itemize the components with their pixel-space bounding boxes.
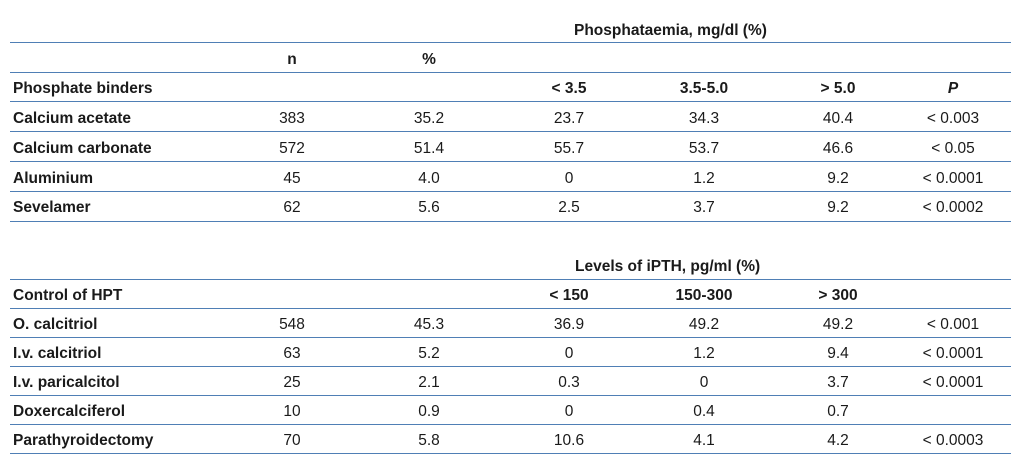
col-header-range-3: > 300 [818,287,858,304]
row-header-phosphate-binders: Phosphate binders [13,80,153,97]
divider [10,337,1011,338]
cell-n: 10 [283,403,301,420]
row-label: Parathyroidectomy [13,432,154,449]
divider [10,191,1011,192]
cell-p: < 0.05 [931,140,975,157]
cell-range-3: 9.2 [827,199,849,216]
cell-range-3: 0.7 [827,403,849,420]
row-label: Calcium acetate [13,110,132,127]
col-header-p: P [947,80,959,97]
row-label: O. calcitriol [13,316,98,333]
divider [10,366,1011,367]
divider [10,161,1011,162]
divider [10,72,1011,73]
cell-percent: 0.9 [418,403,440,420]
cell-percent: 35.2 [413,110,445,127]
cell-percent: 2.1 [418,374,440,391]
cell-p: < 0.0002 [922,199,984,216]
row-header-control-of-hpt: Control of HPT [13,287,123,304]
cell-range-2: 0 [699,374,709,391]
cell-n: 548 [279,316,305,333]
cell-percent: 5.6 [418,199,440,216]
cell-range-1: 36.9 [553,316,585,333]
cell-range-3: 40.4 [822,110,854,127]
cell-range-3: 3.7 [827,374,849,391]
cell-range-2: 0.4 [693,403,715,420]
group-header-phosphataemia: Phosphataemia, mg/dl (%) [574,22,767,39]
cell-range-3: 49.2 [822,316,854,333]
cell-n: 383 [279,110,305,127]
cell-range-1: 2.5 [558,199,580,216]
col-header-range-2: 3.5-5.0 [679,80,729,97]
divider [10,424,1011,425]
cell-range-3: 9.2 [827,170,849,187]
cell-n: 572 [279,140,305,157]
cell-p: < 0.0001 [922,170,984,187]
cell-p: < 0.003 [926,110,980,127]
cell-p: < 0.0001 [922,345,984,362]
divider [10,453,1011,454]
cell-n: 70 [283,432,301,449]
divider [10,101,1011,102]
row-label: I.v. calcitriol [13,345,102,362]
col-header-percent: % [422,51,436,68]
cell-range-1: 0.3 [558,374,580,391]
cell-percent: 5.8 [418,432,440,449]
cell-range-1: 0 [564,345,574,362]
cell-n: 45 [283,170,301,187]
cell-percent: 4.0 [418,170,440,187]
cell-n: 62 [283,199,301,216]
row-label: I.v. paricalcitol [13,374,120,391]
cell-range-2: 4.1 [693,432,715,449]
row-label: Aluminium [13,170,94,187]
col-header-range-2: 150-300 [675,287,733,304]
cell-range-2: 49.2 [688,316,720,333]
row-label: Doxercalciferol [13,403,125,420]
cell-range-3: 4.2 [827,432,849,449]
cell-percent: 45.3 [413,316,445,333]
divider [10,131,1011,132]
divider [10,395,1011,396]
cell-range-1: 0 [564,170,574,187]
cell-range-2: 1.2 [693,170,715,187]
cell-range-3: 9.4 [827,345,849,362]
row-label: Calcium carbonate [13,140,152,157]
divider [10,221,1011,222]
cell-range-1: 55.7 [553,140,585,157]
col-header-n: n [287,51,297,68]
cell-range-3: 46.6 [822,140,854,157]
group-header-ipth: Levels of iPTH, pg/ml (%) [575,258,761,275]
cell-range-1: 0 [564,403,574,420]
cell-range-2: 34.3 [688,110,720,127]
cell-range-2: 1.2 [693,345,715,362]
divider [10,42,1011,43]
divider [10,279,1011,280]
cell-p: < 0.0001 [922,374,984,391]
cell-p: < 0.0003 [922,432,984,449]
cell-range-1: 23.7 [553,110,585,127]
row-label: Sevelamer [13,199,91,216]
col-header-range-3: > 5.0 [820,80,856,97]
cell-range-1: 10.6 [553,432,585,449]
cell-p: < 0.001 [926,316,980,333]
col-header-range-1: < 3.5 [551,80,587,97]
cell-n: 25 [283,374,301,391]
divider [10,308,1011,309]
cell-n: 63 [283,345,301,362]
cell-percent: 5.2 [418,345,440,362]
col-header-range-1: < 150 [549,287,589,304]
cell-range-2: 3.7 [693,199,715,216]
cell-percent: 51.4 [413,140,445,157]
cell-range-2: 53.7 [688,140,720,157]
